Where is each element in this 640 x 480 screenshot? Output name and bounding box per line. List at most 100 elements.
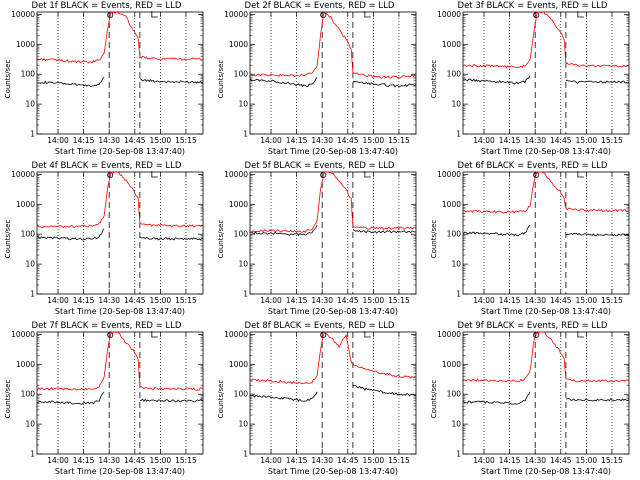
lld-series-line [37, 171, 204, 229]
x-tick-label: 15:00 [150, 456, 172, 465]
y-axis-label: Counts/sec [217, 219, 225, 259]
x-tick-label: 14:15 [73, 136, 95, 145]
lld-series-line [250, 11, 417, 79]
y-tick-label: 10 [451, 420, 461, 429]
y-tick-label: 10 [25, 260, 35, 269]
plot-frame [462, 331, 630, 455]
y-tick-label: 100 [447, 230, 462, 239]
y-tick-label: 1 [456, 450, 461, 459]
y-axis-label: Counts/sec [430, 59, 438, 99]
y-tick-label: 10 [238, 100, 248, 109]
plot-frame [249, 171, 417, 295]
x-tick-label: 14:30 [311, 296, 333, 305]
events-series-line [250, 76, 318, 88]
detector-panel: 1 10 100 1000 10000 14:00 14:15 14:30 14:45 15:00… [426, 0, 639, 160]
events-series-line [352, 384, 417, 397]
x-tick-label: 15:00 [576, 296, 598, 305]
y-tick-label: 1000 [442, 40, 461, 49]
x-tick-label: 15:00 [576, 136, 598, 145]
lld-series-line [37, 11, 204, 64]
x-tick-label: 14:45 [550, 456, 572, 465]
y-tick-label: 1000 [16, 200, 35, 209]
events-series-line [250, 225, 318, 236]
y-tick-label: 10000 [11, 10, 35, 19]
x-tick-label: 14:45 [337, 136, 359, 145]
interval-end-bracket [364, 11, 371, 18]
interval-end-bracket [151, 331, 158, 338]
y-axis-label: Counts/sec [430, 379, 438, 419]
plot-frame [249, 331, 417, 455]
lld-series-line [250, 332, 417, 385]
detector-panel: 1 10 100 1000 10000 14:00 14:15 14:30 14:45 15:00… [213, 320, 426, 480]
y-tick-label: 10000 [224, 330, 248, 339]
detector-panel: 1 10 100 1000 10000 14:00 14:15 14:30 14:45 15:00… [213, 0, 426, 160]
y-tick-label: 1 [30, 290, 35, 299]
y-tick-label: 10000 [437, 10, 461, 19]
x-tick-label: 14:15 [499, 136, 521, 145]
y-tick-label: 1000 [442, 360, 461, 369]
x-tick-label: 14:30 [311, 136, 333, 145]
x-tick-label: 14:30 [98, 456, 120, 465]
x-tick-label: 14:15 [286, 136, 308, 145]
x-tick-label: 15:15 [175, 136, 197, 145]
plot-frame [36, 331, 204, 455]
y-tick-label: 100 [447, 390, 462, 399]
detector-panel: 1 10 100 1000 10000 14:00 14:15 14:30 14:45 15:00… [213, 160, 426, 320]
x-tick-label: 15:15 [175, 456, 197, 465]
y-tick-label: 1000 [229, 200, 248, 209]
y-tick-label: 10 [451, 100, 461, 109]
x-axis-label: Start Time (20-Sep-08 13:47:40) [480, 307, 612, 316]
events-series-line [565, 232, 630, 237]
x-tick-label: 14:45 [337, 296, 359, 305]
y-tick-label: 1 [456, 290, 461, 299]
panel-title: Det 7f BLACK = Events, RED = LLD [31, 321, 182, 331]
x-tick-label: 14:30 [524, 456, 546, 465]
y-tick-label: 100 [234, 70, 249, 79]
y-tick-label: 1 [30, 450, 35, 459]
events-series-line [37, 391, 105, 405]
interval-end-bracket [151, 11, 158, 18]
detector-panel: 1 10 100 1000 10000 14:00 14:15 14:30 14:45 15:00… [0, 0, 213, 160]
x-tick-label: 14:00 [47, 296, 69, 305]
x-tick-label: 15:00 [363, 456, 385, 465]
y-axis-label: Counts/sec [430, 219, 438, 259]
x-axis-label: Start Time (20-Sep-08 13:47:40) [54, 307, 186, 316]
y-tick-label: 1 [243, 130, 248, 139]
detector-chart-svg: 1 10 100 1000 10000 14:00 14:15 14:30 14:45 15:00… [224, 330, 417, 465]
events-series-line [37, 228, 105, 241]
x-tick-label: 14:00 [473, 136, 495, 145]
y-axis-label: Counts/sec [4, 219, 12, 259]
y-tick-label: 10 [238, 260, 248, 269]
x-tick-label: 15:00 [576, 456, 598, 465]
y-tick-label: 10 [451, 260, 461, 269]
interval-end-bracket [151, 171, 158, 178]
panel-title: Det 3f BLACK = Events, RED = LLD [457, 1, 608, 11]
events-series-line [37, 76, 105, 88]
y-tick-label: 1000 [16, 360, 35, 369]
x-tick-label: 15:15 [601, 456, 623, 465]
x-axis-label: Start Time (20-Sep-08 13:47:40) [267, 467, 399, 476]
panel-title: Det 9f BLACK = Events, RED = LLD [457, 321, 608, 331]
interval-end-bracket [577, 331, 584, 338]
x-tick-label: 14:15 [73, 296, 95, 305]
x-tick-label: 14:30 [98, 296, 120, 305]
y-axis-label: Counts/sec [217, 379, 225, 419]
lld-series-line [37, 331, 204, 391]
x-tick-label: 14:45 [124, 296, 146, 305]
interval-start-marker [533, 171, 540, 178]
events-series-line [463, 391, 531, 405]
x-tick-label: 14:00 [260, 456, 282, 465]
y-tick-label: 10 [238, 420, 248, 429]
x-tick-label: 14:00 [47, 136, 69, 145]
x-tick-label: 14:30 [311, 456, 333, 465]
y-tick-label: 10000 [11, 330, 35, 339]
y-tick-label: 1000 [442, 200, 461, 209]
y-tick-label: 10 [25, 420, 35, 429]
y-tick-label: 100 [234, 230, 249, 239]
detector-chart-svg: 1 10 100 1000 10000 14:00 14:15 14:30 14:45 15:00… [437, 10, 630, 145]
interval-start-marker [107, 11, 114, 18]
events-series-line [352, 80, 417, 88]
y-axis-label: Counts/sec [217, 59, 225, 99]
panel-title: Det 2f BLACK = Events, RED = LLD [244, 1, 395, 11]
x-tick-label: 15:15 [601, 136, 623, 145]
